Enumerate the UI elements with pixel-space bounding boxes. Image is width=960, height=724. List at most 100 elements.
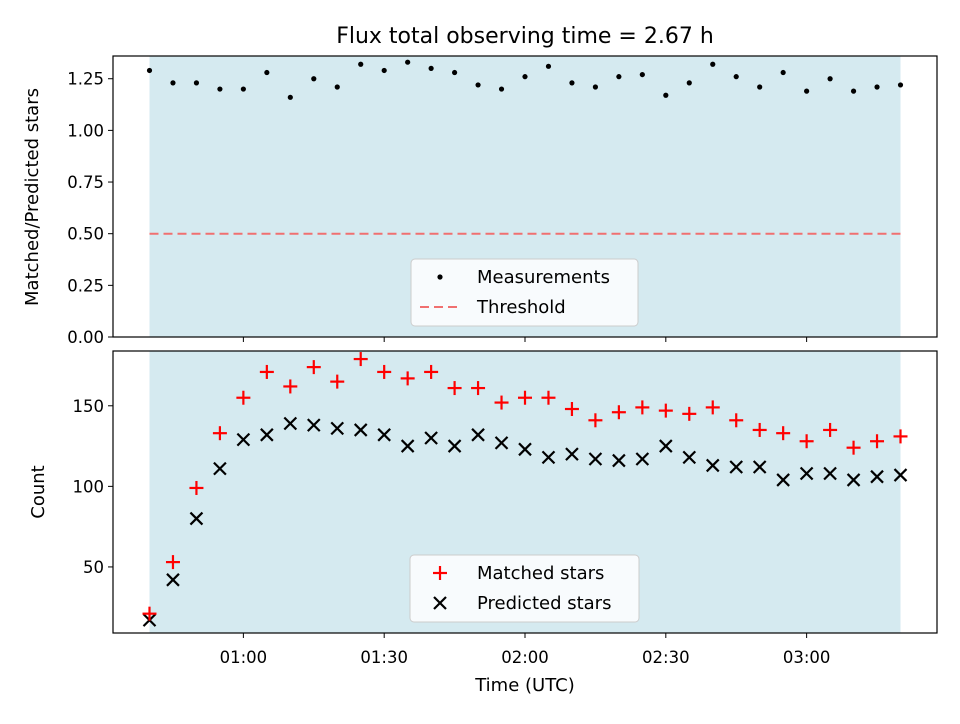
- matched-star-point: [729, 413, 744, 428]
- measurement-point: [217, 86, 223, 92]
- count-legend: Matched stars Predicted stars: [409, 554, 640, 623]
- measurement-point: [381, 67, 387, 74]
- predicted-star-point: [236, 432, 251, 447]
- measurement-point: [334, 84, 340, 90]
- matched-star-point: [799, 434, 814, 449]
- x-tick-label: 01:30: [360, 648, 408, 667]
- matched-star-point: [377, 364, 392, 379]
- measurement-point: [240, 86, 246, 92]
- predicted-star-point: [729, 460, 743, 474]
- matched-star-point: [658, 403, 673, 418]
- y-tick-label: 1.25: [67, 70, 104, 89]
- y-tick-label: 50: [83, 558, 104, 577]
- matched-star-point: [611, 405, 626, 420]
- ratio-panel: 0.00 0.25 0.50 0.75 1.00 1.25 Matched/Predict…: [22, 55, 938, 347]
- matched-star-point: [330, 374, 345, 389]
- matched-star-point: [353, 352, 368, 367]
- measurement-point: [757, 84, 763, 90]
- x-axis-label: Time (UTC): [474, 675, 575, 696]
- measurement-point: [569, 80, 575, 86]
- measurement-point: [358, 61, 364, 67]
- measurement-point: [874, 84, 880, 90]
- matched-star-point: [189, 480, 204, 495]
- matched-star-point: [306, 360, 321, 375]
- measurement-point: [780, 69, 786, 76]
- matched-star-point: [541, 390, 556, 405]
- x-tick-label: 02:30: [642, 648, 690, 667]
- predicted-star-point: [823, 466, 837, 481]
- matched-star-point: [682, 406, 697, 421]
- y-tick-label: 0.00: [67, 328, 104, 347]
- measurement-point: [686, 80, 692, 86]
- matched-star-point: [259, 364, 274, 379]
- matched-star-point: [588, 413, 603, 428]
- measurement-point: [146, 67, 153, 74]
- measurement-point: [170, 80, 176, 86]
- matched-star-point: [236, 390, 251, 405]
- measurement-point: [639, 71, 645, 78]
- count-panel: 50 100 150 01:00 01:30 02:00 02:30 03:00 Count…: [28, 350, 938, 696]
- measurement-point: [663, 92, 669, 98]
- predicted-star-point: [705, 458, 720, 473]
- predicted-star-point: [400, 439, 415, 453]
- ratio-legend: Measurements Threshold: [410, 258, 639, 327]
- measurement-point: [616, 74, 622, 80]
- measurement-point: [193, 80, 200, 86]
- measurement-point: [498, 86, 505, 92]
- predicted-star-point: [377, 428, 391, 442]
- legend-marker-matched: [433, 566, 447, 580]
- y-tick-label: 0.50: [67, 225, 104, 244]
- measurement-point: [405, 59, 411, 65]
- measurement-point: [451, 69, 458, 76]
- predicted-star-point: [166, 573, 180, 587]
- matched-star-point: [471, 381, 486, 396]
- matched-star-point: [846, 440, 861, 455]
- matched-star-point: [142, 606, 157, 621]
- predicted-star-point: [447, 439, 462, 453]
- measurement-point: [475, 82, 481, 88]
- matched-star-point: [705, 400, 720, 415]
- predicted-star-point: [635, 452, 650, 466]
- measurement-point: [545, 63, 552, 69]
- measurement-point: [287, 94, 293, 100]
- predicted-star-point: [518, 442, 532, 457]
- predicted-star-point: [776, 473, 790, 487]
- measurement-point: [850, 88, 857, 94]
- matched-star-point: [635, 400, 650, 415]
- legend-label-predicted: Predicted stars: [477, 593, 611, 614]
- predicted-star-point: [307, 418, 321, 432]
- predicted-star-point: [541, 450, 556, 465]
- matched-star-point: [893, 429, 908, 444]
- predicted-star-point: [588, 452, 603, 466]
- x-tick-label: 02:00: [501, 648, 549, 667]
- matched-star-point: [165, 555, 180, 570]
- predicted-star-point: [213, 461, 227, 476]
- predicted-star-point: [471, 428, 485, 442]
- count-y-axis-label: Count: [28, 465, 49, 518]
- measurement-point: [592, 84, 599, 90]
- y-tick-label: 150: [73, 397, 105, 416]
- matched-star-point: [564, 402, 579, 417]
- matched-star-point: [752, 422, 767, 437]
- predicted-star-point: [659, 439, 673, 453]
- measurement-point: [428, 65, 434, 71]
- predicted-star-point: [799, 466, 814, 481]
- matched-star-point: [400, 371, 415, 386]
- y-tick-label: 0.75: [67, 173, 104, 192]
- predicted-star-point: [260, 428, 274, 442]
- matched-star-point: [447, 381, 462, 396]
- legend-label-threshold: Threshold: [476, 297, 566, 318]
- predicted-star-point: [565, 447, 579, 461]
- predicted-star-point: [752, 460, 767, 474]
- predicted-star-point: [424, 431, 438, 445]
- ratio-y-axis-label: Matched/Predicted stars: [22, 88, 43, 306]
- matched-star-point: [283, 379, 298, 394]
- legend-marker-predicted: [433, 596, 447, 610]
- legend-label-measurements: Measurements: [477, 267, 610, 288]
- measurement-point: [827, 76, 833, 82]
- matched-star-point: [870, 434, 885, 449]
- y-tick-label: 100: [73, 477, 105, 496]
- chart-title: Flux total observing time = 2.67 h: [336, 24, 714, 49]
- measurement-point: [311, 76, 317, 82]
